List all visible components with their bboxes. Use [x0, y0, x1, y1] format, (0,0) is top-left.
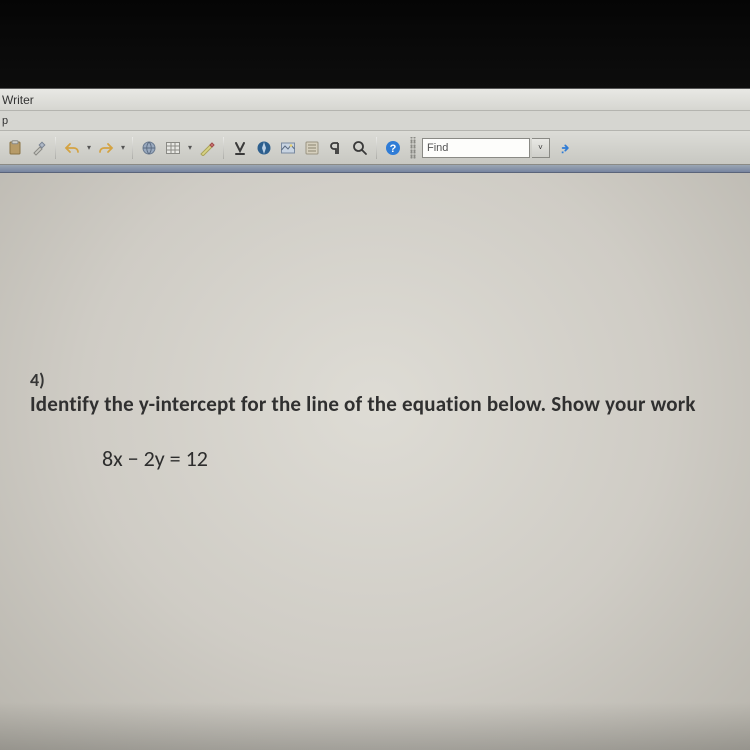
redo-icon[interactable] [95, 137, 117, 159]
hyperlink-icon[interactable] [138, 137, 160, 159]
paste-icon[interactable] [4, 137, 26, 159]
document-page[interactable]: 4) Identify the y-intercept for the line… [0, 173, 750, 750]
writer-window: Writer p ▾ ▾ [0, 88, 750, 750]
find-replace-icon[interactable] [229, 137, 251, 159]
find-next-icon[interactable] [560, 137, 574, 159]
table-icon[interactable] [162, 137, 184, 159]
table-dropdown-caret[interactable]: ▾ [186, 137, 194, 159]
zoom-icon[interactable] [349, 137, 371, 159]
question-block: 4) Identify the y-intercept for the line… [30, 369, 740, 472]
help-icon[interactable]: ? [382, 137, 404, 159]
show-draw-functions-icon[interactable] [196, 137, 218, 159]
toolbar-separator [223, 137, 224, 159]
svg-text:?: ? [390, 143, 397, 155]
navigator-icon[interactable] [253, 137, 275, 159]
menu-item-partial[interactable]: p [2, 115, 8, 127]
toolbar: ▾ ▾ ▾ [0, 131, 750, 165]
find-dropdown-button[interactable]: ˅ [532, 138, 550, 158]
screen-root: Writer p ▾ ▾ [0, 0, 750, 750]
format-paintbrush-icon[interactable] [28, 137, 50, 159]
toolbar-separator [376, 137, 377, 159]
undo-icon[interactable] [61, 137, 83, 159]
bottom-vignette [0, 702, 750, 750]
question-text: Identify the y-intercept for the line of… [30, 391, 696, 417]
find-placeholder: Find [427, 142, 448, 154]
find-input[interactable]: Find [422, 138, 530, 158]
nonprinting-chars-icon[interactable] [325, 137, 347, 159]
redo-dropdown-caret[interactable]: ▾ [119, 137, 127, 159]
title-bar: Writer [0, 89, 750, 111]
desktop-black-area [0, 0, 750, 88]
menu-bar[interactable]: p [0, 111, 750, 131]
app-title: Writer [2, 93, 34, 107]
gallery-icon[interactable] [277, 137, 299, 159]
question-number: 4) [30, 369, 72, 391]
toolbar-separator [55, 137, 56, 159]
toolbar-grip[interactable] [410, 137, 416, 159]
toolbar-separator [132, 137, 133, 159]
undo-dropdown-caret[interactable]: ▾ [85, 137, 93, 159]
ruler-strip [0, 165, 750, 173]
data-sources-icon[interactable] [301, 137, 323, 159]
question-equation: 8x − 2y = 12 [102, 445, 740, 472]
